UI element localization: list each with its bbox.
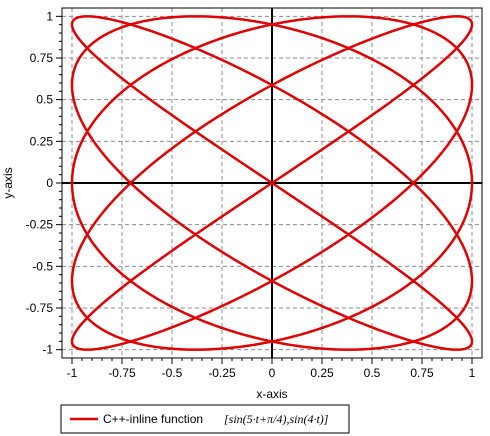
x-tick-label: -0.75: [108, 366, 136, 380]
axis-ticks: [56, 15, 473, 364]
y-tick-label: -1: [42, 343, 53, 357]
y-tick-label: 0: [46, 176, 53, 190]
x-tick-label: 0.25: [310, 366, 334, 380]
x-axis-title: x-axis: [256, 387, 287, 401]
y-tick-labels: -1 -0.75 -0.5 -0.25 0 0.25 0.5 0.75 1: [26, 9, 54, 356]
y-tick-label: 1: [46, 9, 53, 23]
legend: C++-inline function [sin(5·t+π/4),sin(4·…: [60, 404, 350, 434]
y-tick-label: 0.25: [30, 134, 54, 148]
y-tick-label: -0.5: [32, 259, 53, 273]
legend-box: [60, 404, 350, 434]
x-tick-label: -0.5: [162, 366, 183, 380]
y-tick-label: -0.75: [26, 301, 54, 315]
x-tick-label: 1: [469, 366, 476, 380]
x-tick-labels: -1 -0.75 -0.5 -0.25 0 0.25 0.5 0.75 1: [67, 366, 476, 380]
series-line-1: [70, 15, 474, 351]
legend-label-series-1: C++-inline function: [103, 412, 203, 426]
y-axis-title: y-axis: [1, 167, 15, 198]
x-tick-label: 0: [269, 366, 276, 380]
legend-formula-series-1: [sin(5·t+π/4),sin(4·t)]: [224, 412, 329, 426]
x-tick-label: 0.5: [364, 366, 381, 380]
y-tick-label: 0.5: [36, 93, 53, 107]
series-layer: [70, 15, 474, 351]
x-tick-label: 0.75: [410, 366, 434, 380]
y-tick-label: 0.75: [30, 51, 54, 65]
y-tick-label: -0.25: [26, 218, 54, 232]
x-tick-label: -1: [67, 366, 78, 380]
x-tick-label: -0.25: [208, 366, 236, 380]
